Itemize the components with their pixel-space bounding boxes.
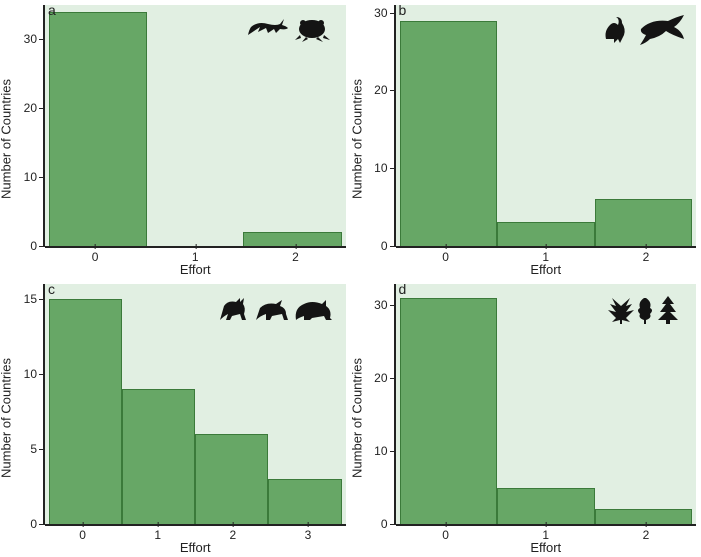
x-tick: 0 bbox=[442, 528, 449, 542]
x-axis-line bbox=[396, 246, 697, 248]
y-tick: 30 bbox=[360, 298, 388, 312]
y-tick: 0 bbox=[9, 239, 37, 253]
plot-area-d: 0102030 012 bbox=[396, 284, 697, 525]
trees-icon bbox=[606, 292, 686, 326]
x-axis-label: Effort bbox=[180, 540, 211, 555]
x-tick: 0 bbox=[92, 250, 99, 264]
y-axis-line bbox=[394, 5, 396, 246]
y-tick: 5 bbox=[9, 442, 37, 456]
y-tick: 0 bbox=[360, 517, 388, 531]
bar bbox=[497, 488, 595, 524]
x-tick: 2 bbox=[292, 250, 299, 264]
bar bbox=[49, 12, 147, 246]
y-tick: 30 bbox=[360, 6, 388, 20]
panel-letter: d bbox=[399, 281, 407, 297]
bar bbox=[400, 298, 498, 524]
x-axis-label: Effort bbox=[530, 540, 561, 555]
x-tick: 3 bbox=[305, 528, 312, 542]
panel-b: b Number of Countries 0102030 012 Ef bbox=[351, 0, 701, 279]
figure-grid: a Number of Countries 0102030 012 bbox=[0, 0, 701, 557]
y-tick: 0 bbox=[360, 239, 388, 253]
plot-area-a: 0102030 012 bbox=[45, 5, 346, 246]
mammals-icon bbox=[216, 292, 336, 326]
bar bbox=[497, 222, 595, 245]
bar bbox=[49, 299, 122, 524]
y-tick: 30 bbox=[9, 32, 37, 46]
x-tick: 0 bbox=[442, 250, 449, 264]
reptile-amphibian-icon bbox=[246, 13, 336, 43]
x-tick: 1 bbox=[154, 528, 161, 542]
y-axis-line bbox=[43, 5, 45, 246]
panel-a: a Number of Countries 0102030 012 bbox=[0, 0, 351, 279]
x-tick: 2 bbox=[643, 528, 650, 542]
y-tick: 10 bbox=[360, 161, 388, 175]
y-axis-line bbox=[43, 284, 45, 525]
x-axis-line bbox=[45, 246, 346, 248]
x-tick: 2 bbox=[229, 528, 236, 542]
panel-letter: a bbox=[48, 2, 56, 18]
plot-area-b: 0102030 012 bbox=[396, 5, 697, 246]
birds-icon bbox=[596, 13, 686, 47]
y-tick: 10 bbox=[360, 444, 388, 458]
panel-c: c Number of Countries 051015 0123 bbox=[0, 279, 351, 557]
x-axis-label: Effort bbox=[180, 262, 211, 277]
x-axis-line bbox=[45, 524, 346, 526]
bar bbox=[268, 479, 341, 524]
y-tick: 20 bbox=[360, 83, 388, 97]
y-tick: 10 bbox=[9, 367, 37, 381]
x-axis-label: Effort bbox=[530, 262, 561, 277]
bar bbox=[595, 509, 693, 524]
x-tick: 0 bbox=[79, 528, 86, 542]
y-tick: 0 bbox=[9, 517, 37, 531]
y-axis-line bbox=[394, 284, 396, 525]
bar bbox=[195, 434, 268, 524]
panel-letter: b bbox=[399, 2, 407, 18]
y-tick: 15 bbox=[9, 292, 37, 306]
bar bbox=[243, 232, 341, 246]
y-tick: 20 bbox=[9, 101, 37, 115]
plot-area-c: 051015 0123 bbox=[45, 284, 346, 525]
y-tick: 20 bbox=[360, 371, 388, 385]
x-axis-line bbox=[396, 524, 697, 526]
bar bbox=[595, 199, 693, 246]
y-tick: 10 bbox=[9, 170, 37, 184]
panel-letter: c bbox=[48, 281, 55, 297]
x-tick: 2 bbox=[643, 250, 650, 264]
bar bbox=[122, 389, 195, 524]
panel-d: d Number of Countries 0102030 012 bbox=[351, 279, 701, 557]
bar bbox=[400, 21, 498, 246]
